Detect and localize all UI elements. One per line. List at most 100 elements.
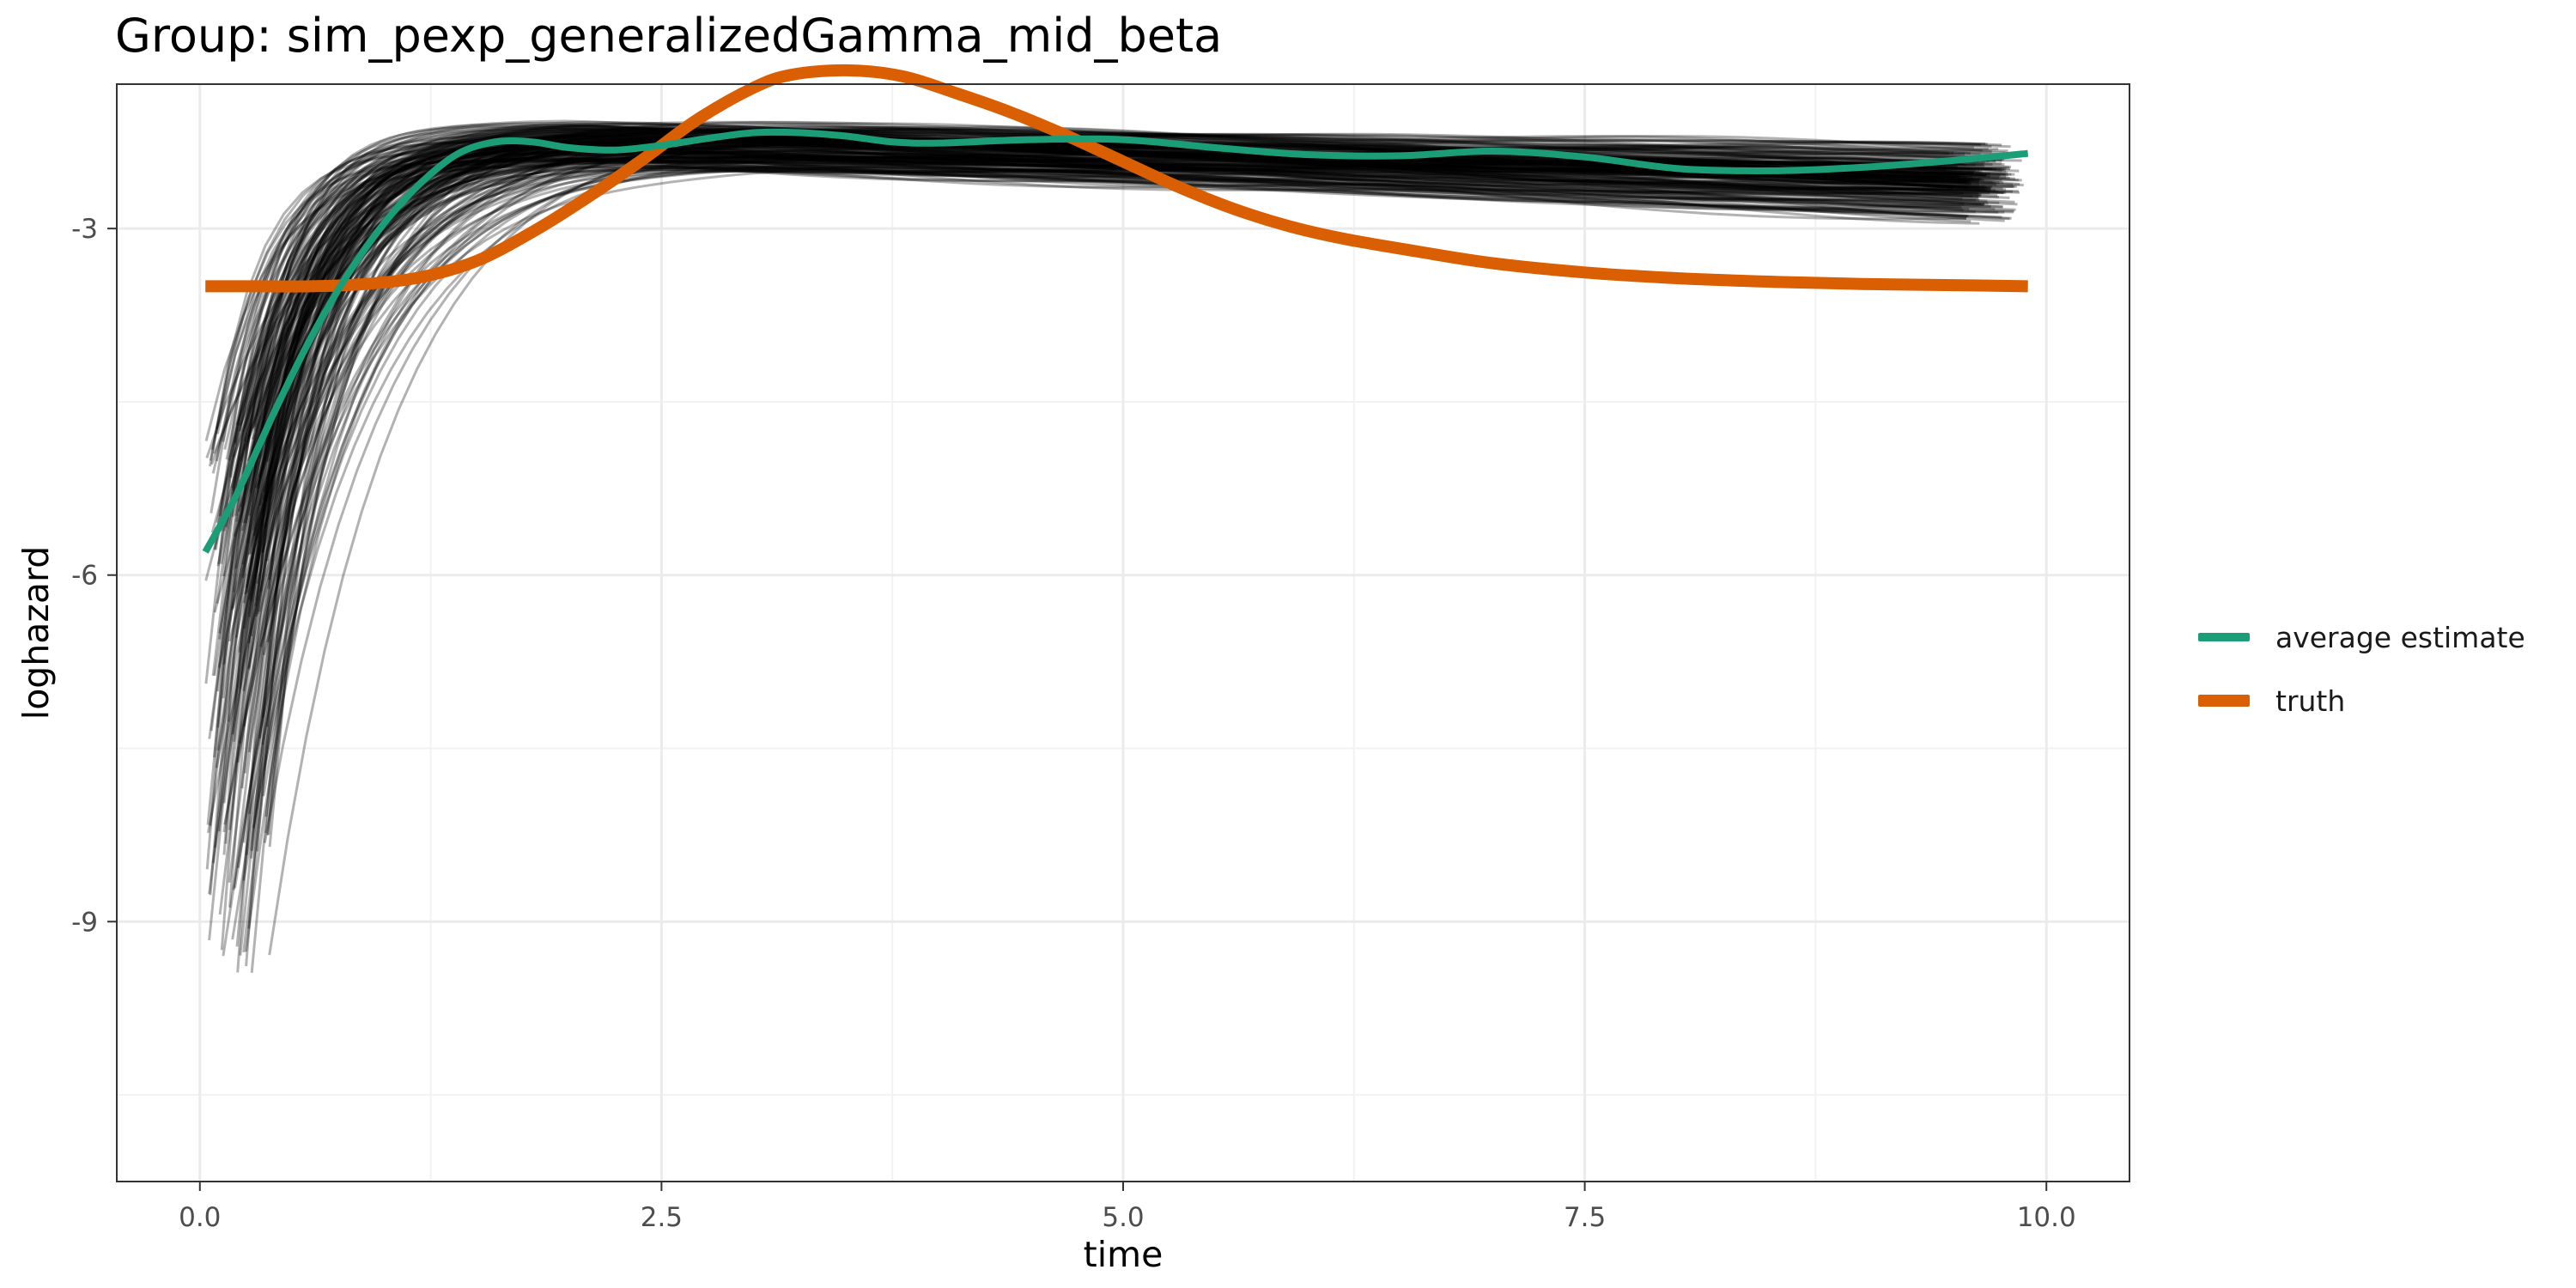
estimate-line <box>213 152 1988 677</box>
estimate-line <box>222 130 2015 855</box>
estimate-line <box>222 158 1959 442</box>
estimate-line <box>210 144 1966 732</box>
estimate-line <box>253 125 2009 428</box>
estimate-line <box>247 161 1967 556</box>
estimate-line <box>238 157 1976 744</box>
axis-layer: 0.0 2.5 5.0 7.5 10.0 -3 -6 -9 time loghazard <box>15 214 2076 1275</box>
x-tick-label: 10.0 <box>2017 1202 2076 1233</box>
estimate-line <box>252 134 1953 531</box>
legend-item-truth: truth <box>2198 669 2525 732</box>
estimate-line <box>239 168 1976 462</box>
estimate-line <box>262 162 1982 656</box>
estimate-line <box>236 133 1974 868</box>
estimate-line <box>232 159 2007 458</box>
estimate-line <box>258 166 2014 612</box>
estimate-line <box>268 136 1988 848</box>
estimate-line <box>222 139 1960 833</box>
x-tick-label: 5.0 <box>1102 1202 1144 1233</box>
background-estimate-lines <box>204 119 2024 974</box>
estimate-line <box>247 145 1985 617</box>
estimate-line <box>206 158 2018 825</box>
y-tick-label: -9 <box>71 907 98 938</box>
estimate-line <box>222 125 1978 577</box>
estimate-line <box>234 127 2008 446</box>
estimate-line <box>242 140 1980 843</box>
estimate-line <box>222 150 1979 804</box>
estimate-line <box>248 160 1967 516</box>
series-layer <box>202 64 2029 554</box>
x-tick-label: 0.0 <box>179 1202 221 1233</box>
estimate-line <box>247 139 2022 753</box>
chart-title: Group: sim_pexp_generalizedGamma_mid_bet… <box>115 9 1223 63</box>
estimate-line <box>248 131 1986 815</box>
estimate-line <box>246 155 1984 462</box>
estimate-line <box>208 137 2020 739</box>
legend-item-average-estimate: average estimate <box>2198 605 2525 669</box>
legend-label-average-estimate: average estimate <box>2275 620 2525 654</box>
estimate-line <box>247 161 2004 600</box>
estimate-line <box>265 160 1966 727</box>
y-tick-label: -6 <box>71 561 98 592</box>
x-tick-label: 7.5 <box>1564 1202 1606 1233</box>
series-line-truth <box>205 64 2028 293</box>
estimate-line <box>208 155 1964 941</box>
legend-label-truth: truth <box>2275 683 2346 718</box>
estimate-line <box>215 154 1971 430</box>
legend: average estimate truth <box>2198 605 2525 732</box>
estimate-line <box>244 159 1982 952</box>
estimate-line <box>230 144 2005 489</box>
estimate-line <box>242 138 1980 604</box>
y-axis-title: loghazard <box>15 546 57 720</box>
estimate-line <box>234 161 1990 569</box>
estimate-line <box>266 146 1985 835</box>
estimate-line <box>213 159 1970 848</box>
estimate-line <box>235 159 1991 522</box>
estimate-line <box>237 137 2012 513</box>
estimate-line <box>205 156 1980 459</box>
estimate-line <box>204 158 1998 441</box>
legend-key-truth <box>2198 695 2250 707</box>
estimate-line <box>210 165 2003 465</box>
estimate-line <box>209 147 1965 896</box>
estimate-line <box>249 156 1987 602</box>
estimate-line <box>267 146 2005 432</box>
series-line-average-estimate <box>202 128 2029 554</box>
estimate-line <box>208 164 1964 895</box>
estimate-line <box>246 156 1984 438</box>
estimate-line <box>222 138 1996 699</box>
estimate-line <box>256 166 2012 489</box>
estimate-line <box>259 150 2015 647</box>
estimate-line <box>258 154 2014 507</box>
estimate-line <box>228 167 2002 883</box>
estimate-line <box>262 120 1963 492</box>
estimate-line <box>211 122 1949 474</box>
estimate-line <box>261 151 1999 745</box>
estimate-line <box>209 149 2020 467</box>
estimate-line <box>217 127 1992 832</box>
y-tick-label: -3 <box>71 214 98 245</box>
estimate-line <box>204 150 1979 581</box>
estimate-line <box>252 142 1971 829</box>
estimate-line <box>258 161 1996 477</box>
estimate-line <box>239 122 1958 956</box>
legend-key-average-estimate <box>2198 633 2250 641</box>
estimate-line <box>243 166 1981 774</box>
estimate-line <box>218 129 2012 915</box>
x-axis-title: time <box>1084 1234 1163 1275</box>
estimate-line <box>235 159 1991 947</box>
estimate-line <box>251 131 1989 440</box>
estimate-line <box>265 128 2003 562</box>
estimate-line <box>213 123 2006 758</box>
estimate-line <box>211 127 2005 677</box>
estimate-line <box>211 167 1968 864</box>
estimate-line <box>223 168 2016 825</box>
estimate-line <box>260 167 1980 554</box>
estimate-line <box>236 125 1992 973</box>
estimate-line <box>264 132 1965 446</box>
estimate-line <box>224 158 1980 844</box>
estimate-line <box>224 149 1962 528</box>
x-tick-label: 2.5 <box>641 1202 683 1233</box>
estimate-line <box>267 134 2005 835</box>
estimate-line <box>205 143 1980 870</box>
